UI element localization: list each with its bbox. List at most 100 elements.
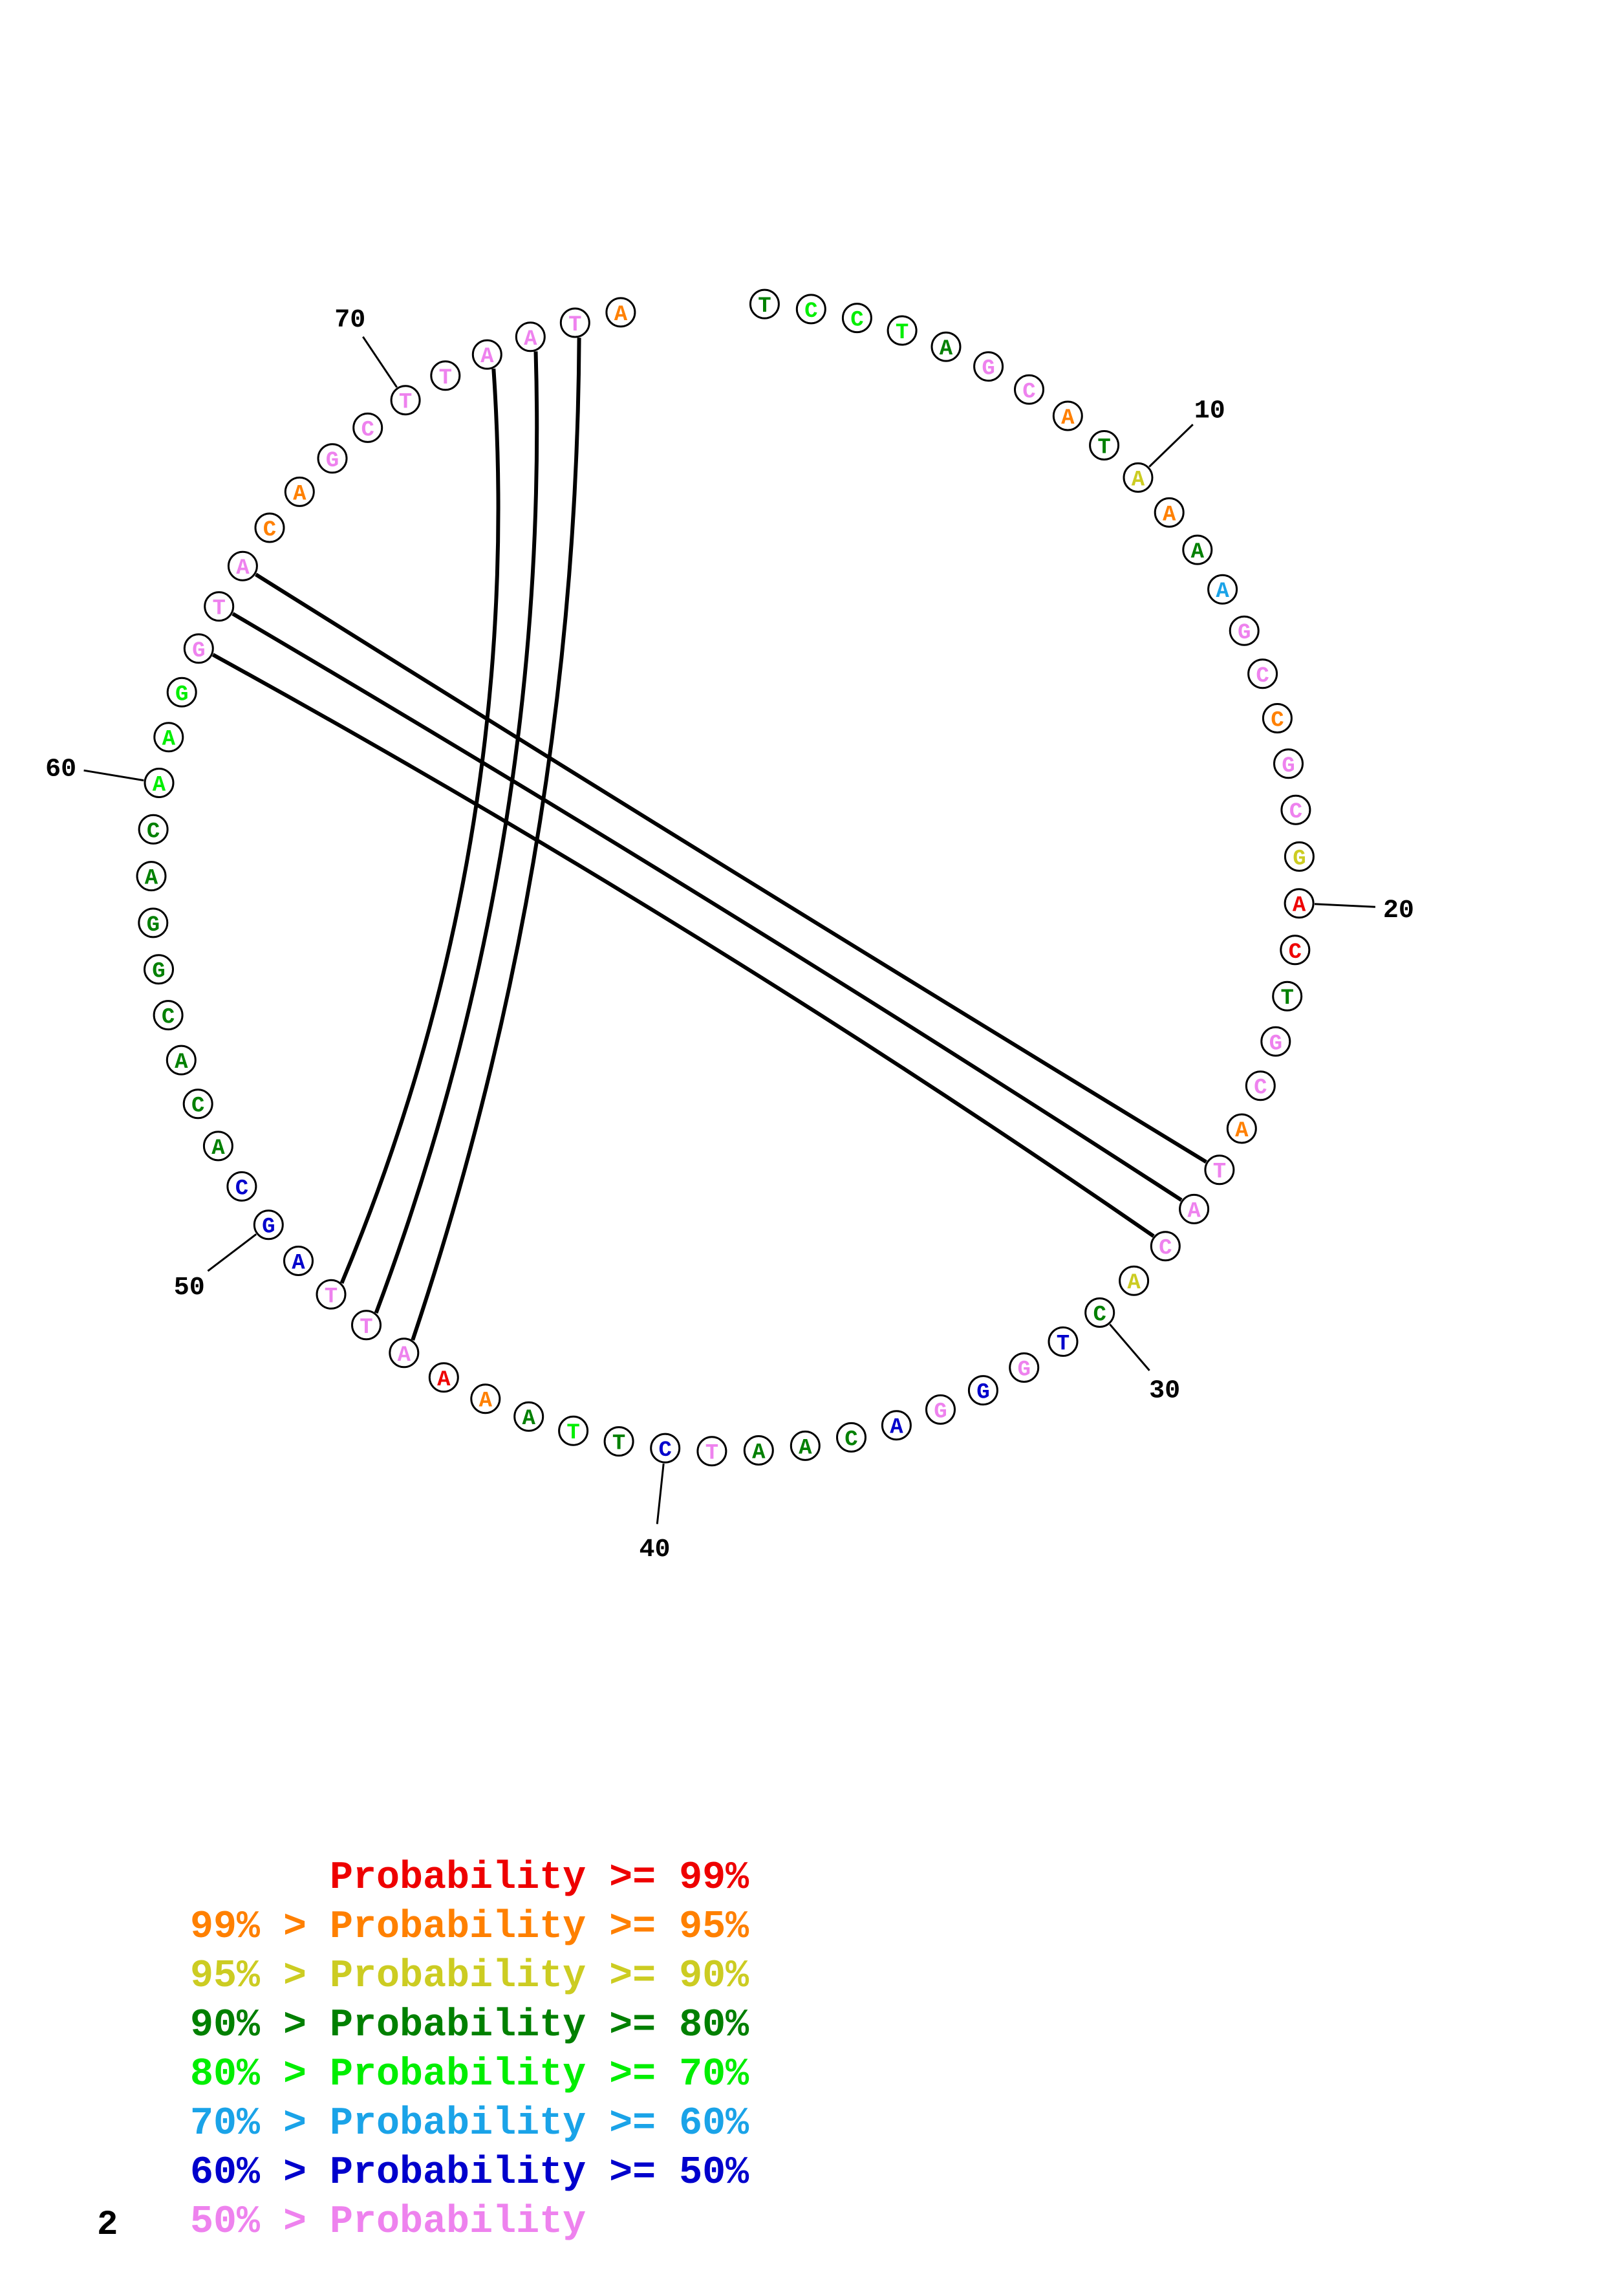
legend-label: Probability >= 80% <box>330 2004 749 2048</box>
nucleotide-letter: G <box>1293 847 1306 871</box>
nucleotide-circle <box>1150 1231 1181 1262</box>
nucleotide: T <box>430 360 461 391</box>
nucleotide-letter: A <box>175 1050 188 1075</box>
nucleotide-letter: G <box>192 639 205 664</box>
nucleotide-circle <box>1089 430 1120 460</box>
nucleotide: A <box>1182 534 1213 565</box>
nucleotide: A <box>166 1045 197 1076</box>
legend-row: 70% > Probability >= 60% <box>97 2050 749 2146</box>
nucleotide-circle <box>183 633 214 664</box>
base-pair-arc <box>211 653 1155 1238</box>
nucleotide: T <box>749 288 780 319</box>
nucleotide-letter: A <box>480 345 494 369</box>
nucleotide: T <box>351 1310 382 1341</box>
legend-prefix: 60% > <box>190 2151 330 2195</box>
nucleotide: G <box>1229 615 1260 646</box>
nucleotide-ring: T C CTAGCATAAAAGCCGCGACTGCATACACTGGGACAATC… <box>136 288 1315 1467</box>
nucleotide-circle <box>1284 841 1315 872</box>
nucleotide-letter: A <box>292 1251 305 1276</box>
nucleotide-circle <box>1204 1154 1235 1186</box>
nucleotide: A <box>881 1410 912 1441</box>
nucleotide: A <box>1123 462 1154 493</box>
nucleotide: G <box>138 907 169 938</box>
legend-prefix: 80% > <box>190 2053 330 2097</box>
nucleotide-circle <box>1207 574 1238 605</box>
nucleotide-circle <box>254 512 285 543</box>
nucleotide-circle <box>1154 497 1185 528</box>
tick-label: 70 <box>334 306 365 335</box>
nucleotide-letter: C <box>1271 709 1284 733</box>
legend-row: 80% > Probability >= 70% <box>97 2001 749 2097</box>
nucleotide-circle <box>1262 703 1293 733</box>
nucleotide: A <box>1052 400 1083 431</box>
nucleotide: C <box>1150 1231 1181 1262</box>
legend-label: Probability >= 95% <box>330 1905 749 1949</box>
nucleotide: G <box>183 633 214 664</box>
nucleotide: C <box>841 303 872 334</box>
nucleotide-letter: T <box>399 391 412 415</box>
nucleotide-letter: A <box>1216 579 1229 604</box>
nucleotide-circle <box>1260 1026 1291 1057</box>
nucleotide: T <box>1204 1154 1235 1186</box>
nucleotide: C <box>138 814 169 845</box>
nucleotide-circle <box>352 412 383 443</box>
nucleotide-letter: G <box>1238 621 1251 645</box>
nucleotide: T <box>559 307 590 338</box>
nucleotide: G <box>925 1394 956 1425</box>
nucleotide-letter: C <box>1159 1237 1172 1261</box>
nucleotide-letter: A <box>1061 406 1075 431</box>
nucleotide: A <box>144 768 175 798</box>
legend-prefix: 50% > <box>190 2200 330 2244</box>
nucleotide-letter: C <box>1289 940 1302 965</box>
nucleotide-circle <box>471 339 502 370</box>
nucleotide-circle <box>1014 374 1044 405</box>
nucleotide: C <box>352 412 383 443</box>
nucleotide-letter: T <box>439 366 452 391</box>
legend-row: 95% > Probability >= 90% <box>97 1903 749 1998</box>
nucleotide-circle <box>513 1401 544 1432</box>
nucleotide-letter: A <box>153 774 166 798</box>
nucleotide: G <box>1284 841 1315 872</box>
nucleotide-circle <box>749 288 780 319</box>
tick-label: 60 <box>45 755 76 784</box>
nucleotide-letter: C <box>804 299 817 324</box>
nucleotide: A <box>1119 1265 1150 1296</box>
nucleotide-circle <box>144 954 174 985</box>
nucleotide-letter: A <box>437 1368 451 1392</box>
nucleotide-circle <box>1280 935 1311 966</box>
tick-label: 50 <box>174 1273 205 1303</box>
nucleotide-letter: C <box>147 819 160 844</box>
nucleotide: T <box>696 1436 727 1467</box>
nucleotide-circle <box>1182 534 1213 565</box>
nucleotide: C <box>1262 703 1293 733</box>
nucleotide-letter: C <box>162 1006 175 1030</box>
tick-line <box>1314 903 1375 908</box>
nucleotide-circle <box>204 591 235 622</box>
nucleotide-circle <box>790 1430 821 1461</box>
nucleotide: C <box>1280 935 1311 966</box>
legend-prefix: 99% > <box>190 1905 330 1949</box>
nucleotide-circle <box>1052 400 1083 431</box>
nucleotide-circle <box>227 550 258 581</box>
nucleotide-letter: C <box>235 1176 248 1201</box>
nucleotide: C <box>1280 794 1311 825</box>
nucleotide-letter: A <box>522 1407 535 1431</box>
nucleotide-circle <box>1284 888 1315 919</box>
nucleotide-letter: A <box>890 1416 903 1440</box>
tick-label: 10 <box>1194 396 1225 426</box>
nucleotide-circle <box>284 476 315 507</box>
nucleotide-letter: T <box>896 321 909 345</box>
legend-label: Probability >= 60% <box>330 2102 749 2146</box>
nucleotide-circle <box>1247 658 1278 689</box>
legend-prefix: 70% > <box>190 2102 330 2146</box>
nucleotide: C <box>226 1171 257 1202</box>
nucleotide: A <box>136 861 167 892</box>
nucleotide-circle <box>1226 1113 1257 1144</box>
nucleotide-letter: C <box>845 1427 857 1452</box>
nucleotide-circle <box>283 1246 314 1276</box>
nucleotide: A <box>227 550 258 581</box>
nucleotide-letter: C <box>1254 1076 1267 1101</box>
legend-label: Probability >= 90% <box>330 1955 749 1998</box>
nucleotide-circle <box>1179 1193 1210 1224</box>
nucleotide-letter: A <box>799 1436 812 1460</box>
